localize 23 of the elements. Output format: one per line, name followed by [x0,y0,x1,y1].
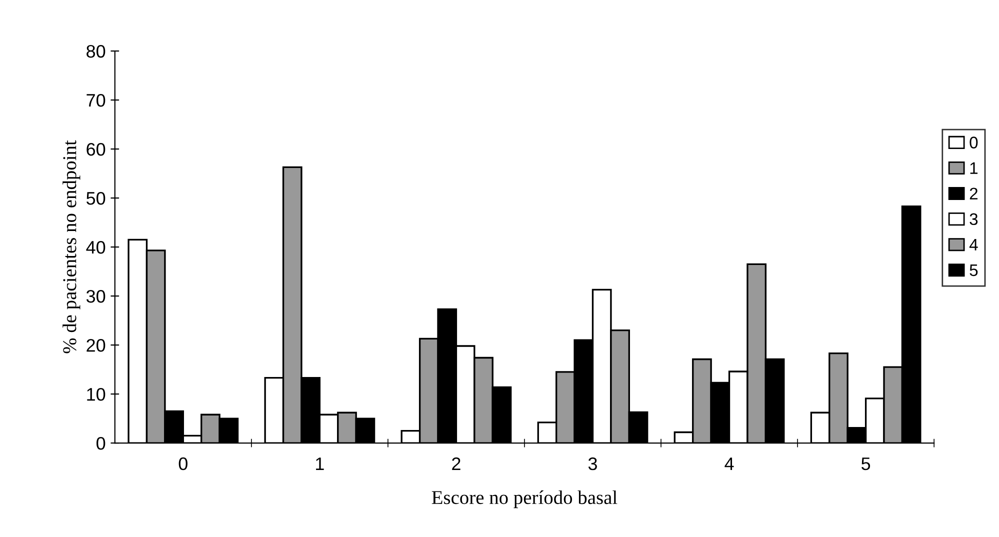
y-tick-label: 50 [86,192,106,205]
y-tick-label: 40 [86,240,106,254]
x-axis-title: Escore no período basal [432,490,618,508]
legend-label: 3 [970,213,978,226]
y-tick-label: 10 [87,388,106,401]
x-tick-label: 0 [178,457,188,470]
x-tick-label: 3 [588,457,597,470]
x-tick-label: 1 [316,458,324,470]
y-tick-label: 80 [86,44,106,58]
legend-label: 0 [970,136,978,148]
x-tick-label: 4 [724,458,734,470]
y-tick-label: 0 [96,436,106,450]
y-axis-title: % de pacientes no endpoint [62,140,80,354]
y-tick-label: 30 [86,290,106,303]
legend-label: 5 [970,264,978,276]
y-tick-label: 70 [86,94,106,107]
legend-label: 2 [970,188,978,200]
legend-label: 4 [969,238,978,250]
y-tick-label: 60 [86,142,106,156]
x-tick-label: 2 [452,457,460,470]
legend-label: 1 [970,162,978,174]
x-tick-label: 5 [862,458,870,470]
y-tick-label: 20 [86,338,106,352]
